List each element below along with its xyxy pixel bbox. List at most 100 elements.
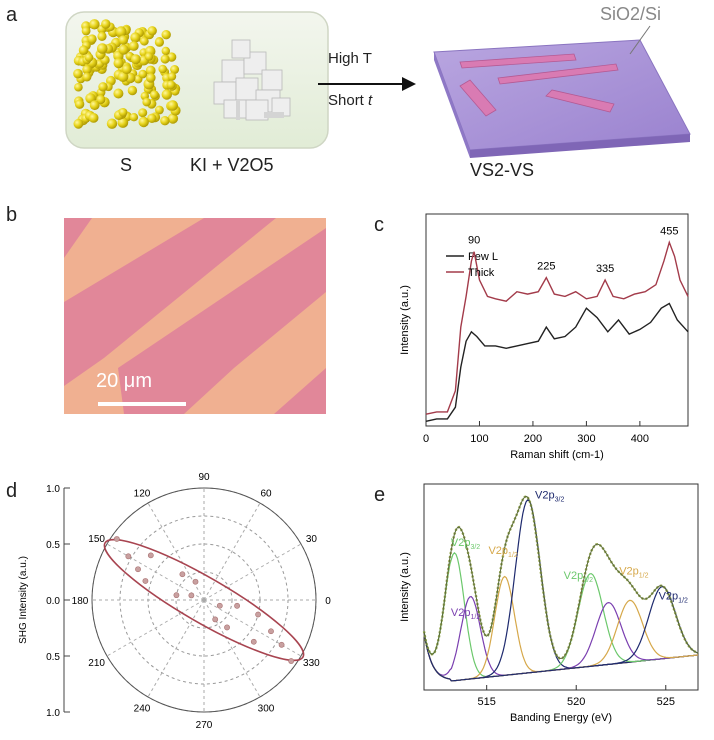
sulfur-ball	[96, 94, 106, 105]
angle-label: 300	[258, 703, 275, 714]
sulfur-ball	[147, 113, 157, 124]
x-tick-label: 100	[470, 433, 488, 445]
condition-time-prefix: Short	[328, 92, 364, 109]
sulfur-ball	[89, 100, 100, 111]
product-label: VS2-VS	[470, 160, 535, 180]
data-point	[234, 602, 240, 609]
sulfur-ball	[117, 71, 129, 82]
plot-frame	[423, 483, 699, 691]
background-line	[423, 632, 699, 682]
sulfur-ball	[127, 85, 138, 96]
annotation-sub: 1/2	[508, 552, 518, 559]
fit-envelope	[423, 495, 699, 660]
sulfur-ball	[154, 37, 164, 47]
data-point	[212, 616, 219, 623]
peak-annotation: V2p1/2	[564, 570, 593, 584]
peak-annotation: V2p1/2	[488, 545, 517, 559]
panel-b-label: b	[6, 204, 18, 226]
x-tick-label: 515	[478, 696, 496, 708]
annotation-sub: 3/2	[555, 496, 565, 503]
sulfur-ball	[98, 82, 108, 92]
sulfur-ball	[84, 53, 94, 62]
annotation-sub: 1/2	[470, 614, 480, 621]
sulfur-ball	[97, 43, 108, 54]
peak-label: 90	[468, 235, 480, 247]
polar-spoke	[203, 599, 261, 698]
x-tick-label: 400	[631, 433, 649, 445]
precursor-ki-label: KI + V2O5	[190, 155, 274, 175]
peak-annotation: V2p1/2	[619, 566, 648, 580]
data-point	[188, 592, 195, 599]
sulfur-ball	[82, 72, 92, 82]
sulfur-ball	[118, 108, 128, 117]
sulfur-ball	[129, 113, 139, 122]
angle-label: 60	[260, 489, 272, 500]
x-tick-label: 200	[524, 433, 542, 445]
angle-label: 240	[134, 703, 151, 714]
peak-annotation: V2p3/2	[535, 489, 564, 503]
polar-spoke	[147, 599, 205, 698]
scale-bar-label: 20 μm	[96, 370, 152, 392]
annotation-main: V2p	[619, 566, 639, 578]
data-point	[173, 592, 180, 599]
sulfur-ball	[74, 82, 83, 92]
legend-label: Thick	[468, 267, 495, 279]
polar-ring	[175, 571, 233, 629]
polar-spoke	[203, 543, 302, 601]
substrate-label: SiO2/Si	[600, 4, 662, 24]
sulfur-ball	[142, 97, 151, 107]
sulfur-ball	[82, 64, 92, 75]
polar-spoke	[106, 543, 205, 601]
annotation-main: V2p	[451, 537, 471, 549]
sulfur-ball	[170, 65, 180, 74]
sulfur-ball	[138, 69, 148, 79]
data-point	[125, 553, 132, 560]
series-line-few-l	[425, 302, 689, 422]
radial-tick-label: 1.0	[46, 708, 60, 719]
sulfur-ball	[128, 41, 139, 51]
sulfur-ball	[117, 117, 129, 128]
panel-d-label: d	[6, 480, 18, 502]
sulfur-ball	[146, 73, 156, 83]
sulfur-ball	[139, 36, 149, 46]
sulfur-ball	[160, 116, 170, 126]
sulfur-ball	[121, 64, 132, 75]
y-axis-label: SHG Intensity (a.u.)	[18, 556, 29, 644]
data-point	[224, 624, 230, 631]
sulfur-ball	[74, 99, 85, 109]
polar-spoke	[203, 599, 302, 657]
y-axis-label: Intensity (a.u.)	[399, 285, 411, 355]
angle-label: 0	[325, 596, 331, 607]
x-tick-label: 525	[657, 696, 675, 708]
radial-tick-label: 1.0	[46, 484, 60, 495]
sulfur-ball	[161, 46, 170, 56]
condition-time-variable: t	[368, 92, 373, 109]
peak-annotation: V2p3/2	[451, 537, 480, 551]
annotation-sub: 1/2	[583, 577, 593, 584]
angle-label: 270	[196, 720, 213, 730]
sulfur-ball	[81, 26, 91, 36]
angle-label: 120	[134, 489, 151, 500]
sulfur-ball	[78, 45, 89, 55]
annotation-sub: 3/2	[470, 544, 480, 551]
data-point	[135, 566, 141, 573]
peak-label: 455	[660, 225, 678, 237]
ki-v2o5-cubes	[213, 39, 291, 121]
component-peak	[423, 586, 699, 682]
polar-spoke	[203, 502, 261, 601]
data-point	[192, 578, 199, 585]
sulfur-ball	[118, 35, 129, 45]
sulfur-ball	[89, 19, 100, 30]
peak-label: 225	[537, 261, 555, 273]
annotation-sub: 1/2	[639, 573, 649, 580]
annotation-main: V2p	[659, 590, 679, 602]
peak-annotation: V2p1/2	[659, 590, 688, 604]
sulfur-balls	[73, 19, 181, 129]
peak-annotation: V2p1/2	[451, 607, 480, 621]
condition-time-label: Short t	[328, 92, 372, 109]
x-axis-label: Raman shift (cm-1)	[510, 449, 604, 461]
precursor-box	[65, 11, 329, 149]
sulfur-ball	[138, 108, 148, 118]
data-point	[179, 571, 186, 578]
peak-label: 335	[596, 263, 614, 275]
